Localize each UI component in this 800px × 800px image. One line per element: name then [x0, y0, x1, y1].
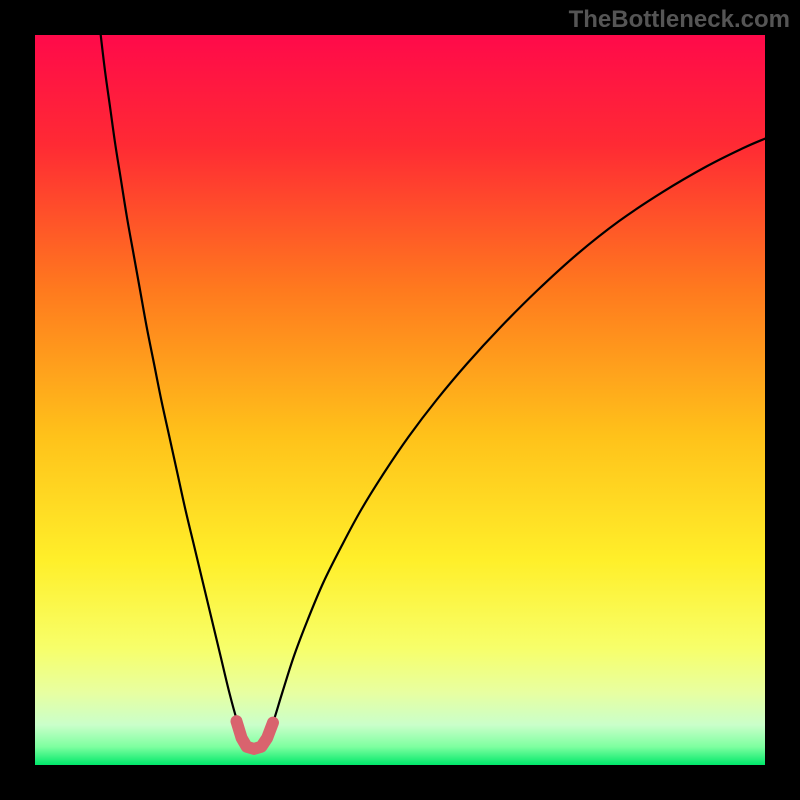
watermark-text: TheBottleneck.com — [569, 6, 790, 34]
bottleneck-curve — [101, 35, 765, 745]
plot-area — [35, 35, 765, 765]
valley-marker — [236, 721, 272, 749]
plot-svg — [35, 35, 765, 765]
